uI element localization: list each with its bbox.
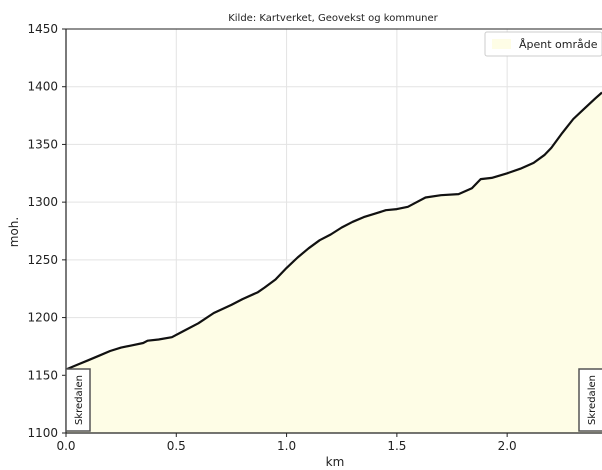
y-tick-labels: 1100 1150 1200 1250 1300 1350 1400 1450 <box>27 22 66 440</box>
chart-title: Kilde: Kartverket, Geovekst og kommuner <box>228 13 438 24</box>
x-tick-labels: 0.0 0.5 1.0 1.5 2.0 <box>56 433 517 453</box>
y-tick-label: 1400 <box>27 80 58 94</box>
location-marker: Skredalen <box>578 368 602 432</box>
x-axis-label: km <box>326 455 345 469</box>
legend-label-open-area: Åpent område <box>519 38 598 51</box>
axes <box>65 28 602 434</box>
x-tick-label: 2.0 <box>498 439 517 453</box>
y-tick-label: 1300 <box>27 195 58 209</box>
marker-label: Skredalen <box>74 375 85 425</box>
legend: Åpent område <box>484 31 602 57</box>
marker-box <box>65 368 91 432</box>
y-tick-label: 1100 <box>27 426 58 440</box>
location-marker: Skredalen <box>65 368 91 432</box>
area-series <box>65 91 602 433</box>
legend-box <box>484 31 602 57</box>
y-tick-label: 1450 <box>27 22 58 36</box>
x-tick-label: 0.0 <box>56 439 75 453</box>
marker-box <box>578 368 602 432</box>
area-fill <box>66 92 602 433</box>
x-tick-label: 1.5 <box>387 439 406 453</box>
y-tick-label: 1150 <box>27 368 58 382</box>
y-tick-label: 1200 <box>27 311 58 325</box>
marker-label: Skredalen <box>587 375 598 425</box>
y-axis-label: moh. <box>7 217 21 247</box>
legend-swatch-open-area <box>492 39 511 49</box>
x-tick-label: 1.0 <box>277 439 296 453</box>
elevation-line <box>65 91 602 371</box>
x-tick-label: 0.5 <box>167 439 186 453</box>
y-tick-label: 1250 <box>27 253 58 267</box>
y-tick-label: 1350 <box>27 137 58 151</box>
location-markers: Skredalen Skredalen <box>65 368 602 432</box>
